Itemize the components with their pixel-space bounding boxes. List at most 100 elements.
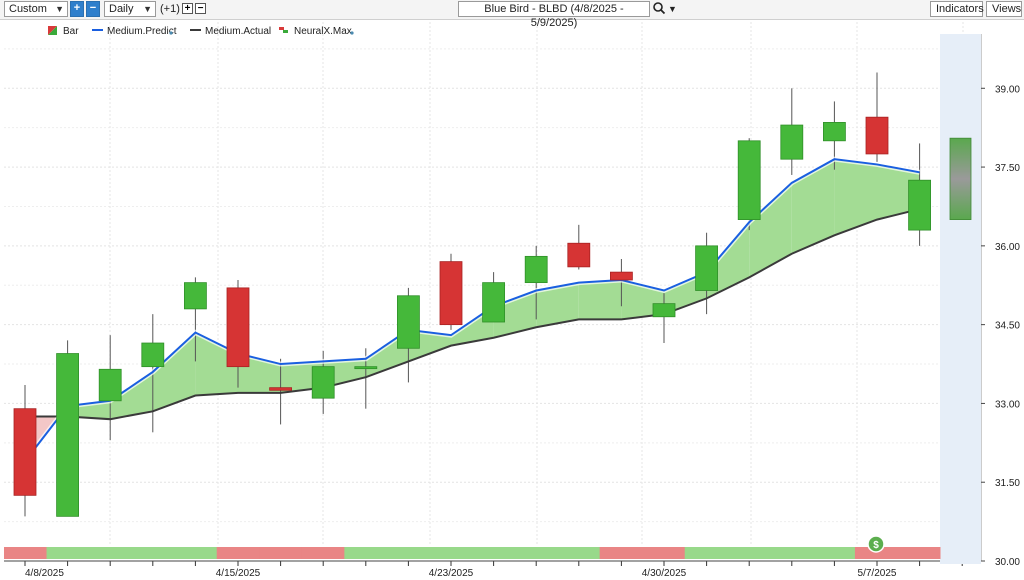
signal-segment <box>769 547 813 559</box>
y-tick-label: 33.00 <box>995 399 1020 410</box>
x-tick-label: 5/7/2025 <box>858 568 897 579</box>
signal-segment <box>557 547 601 559</box>
x-tick-label: 4/8/2025 <box>25 568 64 579</box>
signal-segment <box>642 547 686 559</box>
signal-segment <box>216 547 260 559</box>
fill-segment <box>152 332 196 412</box>
signal-segment <box>854 547 898 559</box>
candle-body <box>98 368 122 402</box>
zoom-in-button[interactable]: + <box>70 1 84 17</box>
views-label: Views <box>992 3 1022 15</box>
candle-body <box>695 245 718 291</box>
signal-segment <box>599 547 643 559</box>
signal-segment <box>812 547 856 559</box>
x-tick-label: 4/30/2025 <box>642 568 687 579</box>
candle-bodies <box>13 116 931 517</box>
y-tick-label: 39.00 <box>995 84 1020 95</box>
y-tick-label: 30.00 <box>995 557 1020 568</box>
signal-segment <box>259 547 303 559</box>
candle-body <box>396 295 420 349</box>
medium-predict-line <box>24 158 920 462</box>
range-select-value: Custom <box>9 3 47 15</box>
candle-body <box>524 255 548 284</box>
fill-segment <box>110 371 153 420</box>
y-tick-label: 37.50 <box>995 163 1020 174</box>
dollar-circle-icon <box>867 535 885 553</box>
legend-entry: Medium.Predict <box>107 26 177 37</box>
zoom-out-button[interactable]: − <box>86 1 100 17</box>
signal-segment <box>46 547 90 559</box>
candle-body <box>311 366 335 399</box>
legend-swatch <box>283 30 288 33</box>
signal-segment <box>174 547 218 559</box>
medium-actual-line <box>25 208 920 421</box>
candle-body <box>354 366 378 370</box>
dollar-sign: $ <box>873 540 879 551</box>
x-axis: 4/8/2025 4/15/2025 4/23/2025 4/30/2025 5/7/2… <box>25 568 897 579</box>
legend-swatch <box>279 27 284 30</box>
fill-segment <box>536 282 579 328</box>
chart-title: Blue Bird - BLBD (4/8/2025 - 5/9/2025) <box>458 1 650 29</box>
candle-body <box>439 261 463 326</box>
signal-segment <box>344 547 388 559</box>
y-axis: 30.00 31.50 33.00 34.50 36.00 37.50 39.00 <box>981 84 1020 568</box>
period-select-value: Daily <box>109 3 134 15</box>
forecast-layer <box>949 137 972 220</box>
search-button[interactable] <box>652 1 666 17</box>
price-chart: Bar Medium.Predict Medium.Actual NeuralX.Ma… <box>4 22 1020 579</box>
x-tick-label: 4/23/2025 <box>429 568 474 579</box>
legend-entry: Medium.Actual <box>205 26 271 37</box>
signal-segment <box>514 547 558 559</box>
legend-dot <box>169 31 173 35</box>
fill-segment <box>493 290 537 338</box>
period-select[interactable]: Daily ▼ <box>104 1 156 17</box>
fill-segment <box>749 182 792 278</box>
forecast-box <box>949 137 972 220</box>
candle-body <box>56 353 79 517</box>
signal-segment <box>897 547 941 559</box>
indicators-button[interactable]: Indicators <box>930 1 984 17</box>
candle-body <box>610 271 633 281</box>
indicators-label: Indicators <box>936 3 984 15</box>
predict-actual-fill <box>25 159 920 462</box>
signal-segment <box>727 547 771 559</box>
candle-body <box>183 282 207 310</box>
candle-body <box>141 342 165 368</box>
candle-body <box>737 140 761 220</box>
candle-body <box>482 282 506 323</box>
caret-down-icon: ▼ <box>55 4 64 14</box>
fill-segment <box>834 159 877 236</box>
magnifier-icon <box>653 2 666 15</box>
signal-segment <box>386 547 430 559</box>
signal-segment <box>301 547 345 559</box>
fill-segment <box>791 159 835 254</box>
caret-down-icon: ▼ <box>143 4 152 14</box>
legend-bar-swatch <box>48 26 57 35</box>
range-select[interactable]: Custom ▼ <box>4 1 68 17</box>
fill-segment <box>578 279 622 320</box>
offset-label: (+1) <box>160 3 180 15</box>
candle-body <box>567 242 591 268</box>
candle-body <box>226 287 250 368</box>
offset-plus-button[interactable]: + <box>182 3 193 14</box>
signal-segment <box>89 547 133 559</box>
candle-body <box>865 116 889 155</box>
signal-segment <box>684 547 728 559</box>
signal-bar: $ <box>4 535 941 559</box>
signal-segment <box>429 547 473 559</box>
legend: Bar Medium.Predict Medium.Actual NeuralX.Ma… <box>48 26 354 37</box>
series-lines <box>23 156 921 463</box>
views-button[interactable]: Views <box>986 1 1022 17</box>
y-tick-label: 31.50 <box>995 478 1020 489</box>
offset-minus-button[interactable]: − <box>195 3 206 14</box>
legend-dot <box>350 31 354 35</box>
signal-segment <box>4 547 48 559</box>
x-tick-label: 4/15/2025 <box>216 568 261 579</box>
title-dropdown-button[interactable]: ▼ <box>668 4 677 14</box>
candle-body <box>652 303 676 318</box>
signal-segment <box>131 547 175 559</box>
candle-body <box>13 408 37 496</box>
signal-segment <box>472 547 516 559</box>
candle-body <box>823 122 846 142</box>
legend-entry: NeuralX.Max <box>294 26 352 37</box>
